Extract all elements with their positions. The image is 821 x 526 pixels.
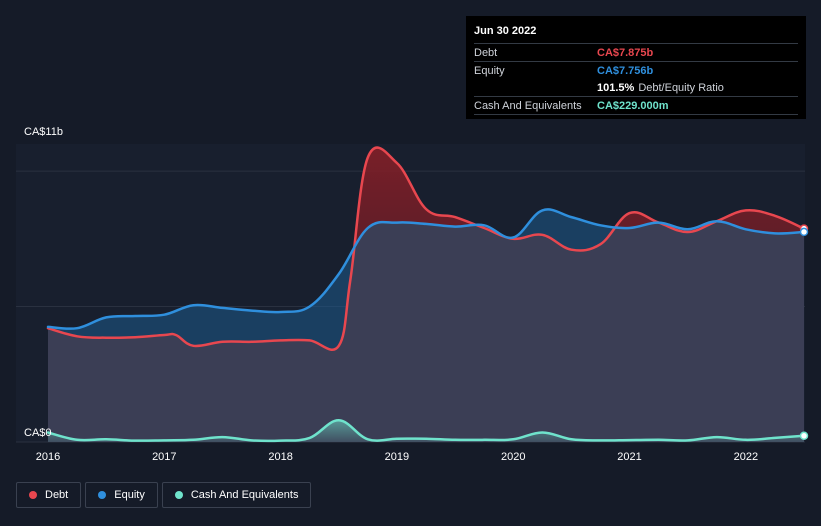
legend-dot-cash (174, 491, 183, 499)
x-tick-2017: 2017 (152, 451, 176, 463)
tooltip-ratio-value: 101.5% (597, 81, 635, 94)
x-tick-2020: 2020 (501, 451, 525, 463)
legend-item-equity[interactable]: Equity (85, 482, 158, 508)
y-axis-bottom-label: CA$0 (24, 427, 52, 439)
tooltip-row-equity: Equity CA$7.756b (474, 61, 798, 79)
x-tick-2016: 2016 (36, 451, 60, 463)
tooltip-row-cash: Cash And Equivalents CA$229.000m (474, 96, 798, 115)
end-markers (799, 224, 809, 441)
tooltip-cash-value: CA$229.000m (597, 99, 669, 112)
area-cash-top (48, 420, 804, 442)
x-tick-2022: 2022 (734, 451, 758, 463)
line-debt (46, 146, 806, 351)
tooltip-row-ratio: 101.5% Debt/Equity Ratio (474, 79, 798, 96)
end-marker-equity (799, 227, 809, 237)
legend-dot-equity (98, 491, 107, 499)
legend-item-debt[interactable]: Debt (16, 482, 82, 508)
chart-legend: Debt Equity Cash And Equivalents (16, 482, 312, 508)
tooltip-date: Jun 30 2022 (474, 25, 537, 37)
legend-label-cash: Cash And Equivalents (190, 489, 299, 501)
series-areas (48, 147, 804, 442)
legend-dot-debt (29, 491, 37, 499)
tooltip-debt-value: CA$7.875b (597, 46, 654, 59)
x-tick-2021: 2021 (617, 451, 641, 463)
tooltip-cash-label: Cash And Equivalents (474, 99, 582, 112)
end-marker-cash (799, 431, 809, 441)
tooltip-row-debt: Debt CA$7.875b (474, 43, 798, 61)
tooltip-debt-label: Debt (474, 46, 498, 59)
data-tooltip: Jun 30 2022 Debt CA$7.875b Equity CA$7.7… (466, 16, 806, 119)
legend-item-cash[interactable]: Cash And Equivalents (161, 482, 312, 508)
line-equity (46, 208, 806, 330)
y-axis-top-label: CA$11b (24, 126, 63, 138)
series-lines (46, 146, 806, 443)
tooltip-equity-value: CA$7.756b (597, 64, 654, 77)
x-axis-ticks: 2016 2017 2018 2019 2020 2021 2022 (36, 451, 758, 463)
x-tick-2018: 2018 (268, 451, 292, 463)
legend-label-equity: Equity (114, 489, 145, 501)
tooltip-equity-label: Equity (474, 64, 505, 77)
tooltip-ratio-label: Debt/Equity Ratio (638, 81, 724, 94)
area-overlap (48, 209, 804, 442)
x-tick-2019: 2019 (385, 451, 409, 463)
legend-label-debt: Debt (45, 489, 69, 501)
line-cash (46, 419, 806, 443)
